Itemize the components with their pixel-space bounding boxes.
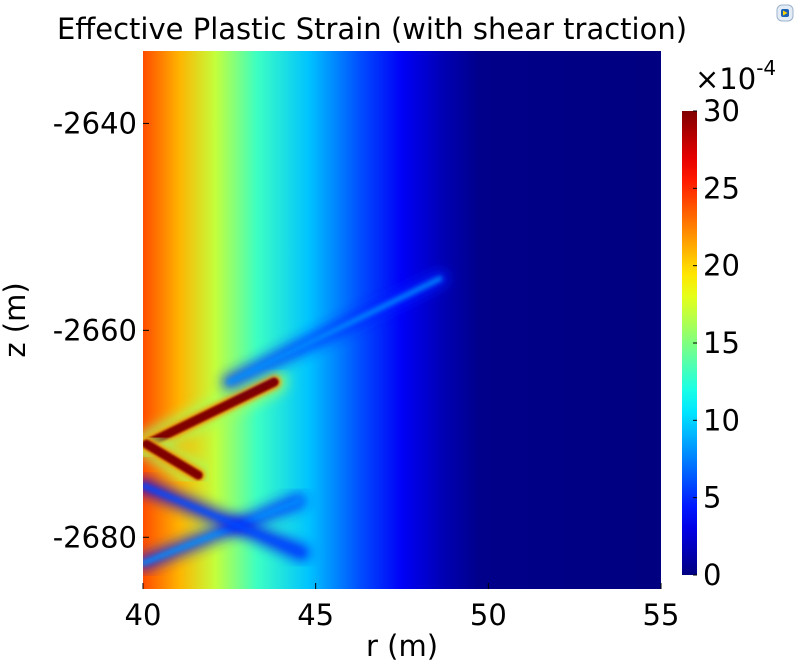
strain-band-1 xyxy=(143,377,279,449)
y-tick-label: -2680 xyxy=(53,520,137,554)
y-tick-label: -2660 xyxy=(53,313,137,347)
strain-bands-layer xyxy=(143,270,448,572)
strain-band-5 xyxy=(143,483,305,556)
strain-band-2 xyxy=(143,439,203,480)
y-tick-label: -2640 xyxy=(53,106,137,140)
heatmap-plot-area xyxy=(143,51,661,589)
x-tick-label: 50 xyxy=(470,598,507,632)
colorbar-tick-label: 15 xyxy=(703,326,740,360)
strain-band-4 xyxy=(143,498,301,566)
colorbar-tick-label: 30 xyxy=(703,94,740,128)
heatmap-background xyxy=(143,51,661,589)
x-tick-label: 40 xyxy=(125,598,162,632)
x-tick-label: 55 xyxy=(643,598,680,632)
colorbar-tick-label: 10 xyxy=(703,403,740,437)
colorbar-tick-label: 5 xyxy=(703,481,721,515)
y-axis-label: z (m) xyxy=(0,282,32,357)
colorbar-tick-label: 20 xyxy=(703,249,740,283)
y-axis-ticks: -2640 -2660 -2680 xyxy=(53,106,149,554)
colorbar-tick-label: 0 xyxy=(703,558,721,592)
colorbar-multiplier-exponent: -4 xyxy=(756,56,776,80)
colorbar-multiplier: ×10-4 xyxy=(695,56,776,96)
app-icon[interactable] xyxy=(776,4,794,22)
colorbar-multiplier-base: ×10 xyxy=(695,62,756,96)
x-axis-ticks: 40 45 50 55 xyxy=(125,583,680,632)
x-axis-label: r (m) xyxy=(366,629,438,663)
strain-band-3 xyxy=(226,276,443,385)
chart-title: Effective Plastic Strain (with shear tra… xyxy=(57,12,687,46)
colorbar xyxy=(682,111,697,575)
colorbar-ticks: 0 5 10 15 20 25 30 xyxy=(693,94,740,592)
colorbar-tick-label: 25 xyxy=(703,171,740,205)
x-tick-label: 45 xyxy=(297,598,334,632)
